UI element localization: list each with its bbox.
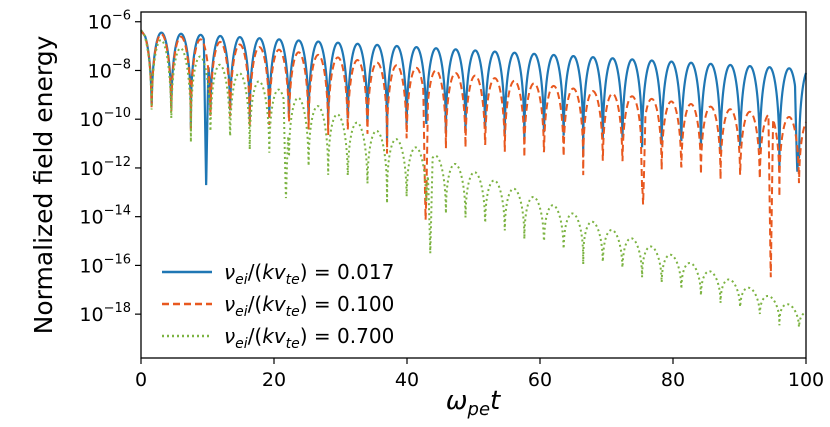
legend-label-1: νei/(kvte) = 0.017 (224, 260, 394, 288)
x-label-omega: ω (446, 386, 468, 416)
plot-frame (140, 11, 807, 359)
x-tick-label: 60 (528, 369, 552, 391)
y-tick-label: 10−12 (79, 155, 131, 180)
x-ticks: 0 20 40 60 80 100 (135, 358, 824, 391)
y-tick-label: 10−8 (88, 57, 131, 82)
y-tick-label: 10−6 (88, 9, 131, 34)
y-ticks: 10−6 10−8 10−10 10−12 10−14 10−16 10−18 (79, 9, 141, 326)
legend-label-3: νei/(kvte) = 0.700 (224, 324, 394, 352)
x-label-sub: pe (467, 399, 491, 420)
x-label-t: t (490, 386, 501, 416)
x-tick-label: 20 (262, 369, 286, 391)
y-tick-label: 10−14 (79, 204, 131, 229)
legend-label-2: νei/(kvte) = 0.100 (224, 292, 394, 320)
x-tick-label: 100 (788, 369, 824, 391)
y-tick-label: 10−16 (79, 252, 131, 277)
x-tick-label: 40 (395, 369, 419, 391)
y-axis-label: Normalized field energy (29, 35, 58, 334)
y-tick-label: 10−10 (79, 106, 131, 131)
x-tick-label: 0 (135, 369, 147, 391)
series-line-2 (140, 29, 807, 278)
y-tick-label: 10−18 (79, 301, 131, 326)
x-axis-label: ωpet (446, 386, 501, 420)
series-layer (140, 29, 808, 328)
x-tick-label: 80 (661, 369, 685, 391)
legend: νei/(kvte) = 0.017 νei/(kvte) = 0.100 νei/… (162, 260, 394, 352)
series-line-1 (140, 29, 808, 186)
